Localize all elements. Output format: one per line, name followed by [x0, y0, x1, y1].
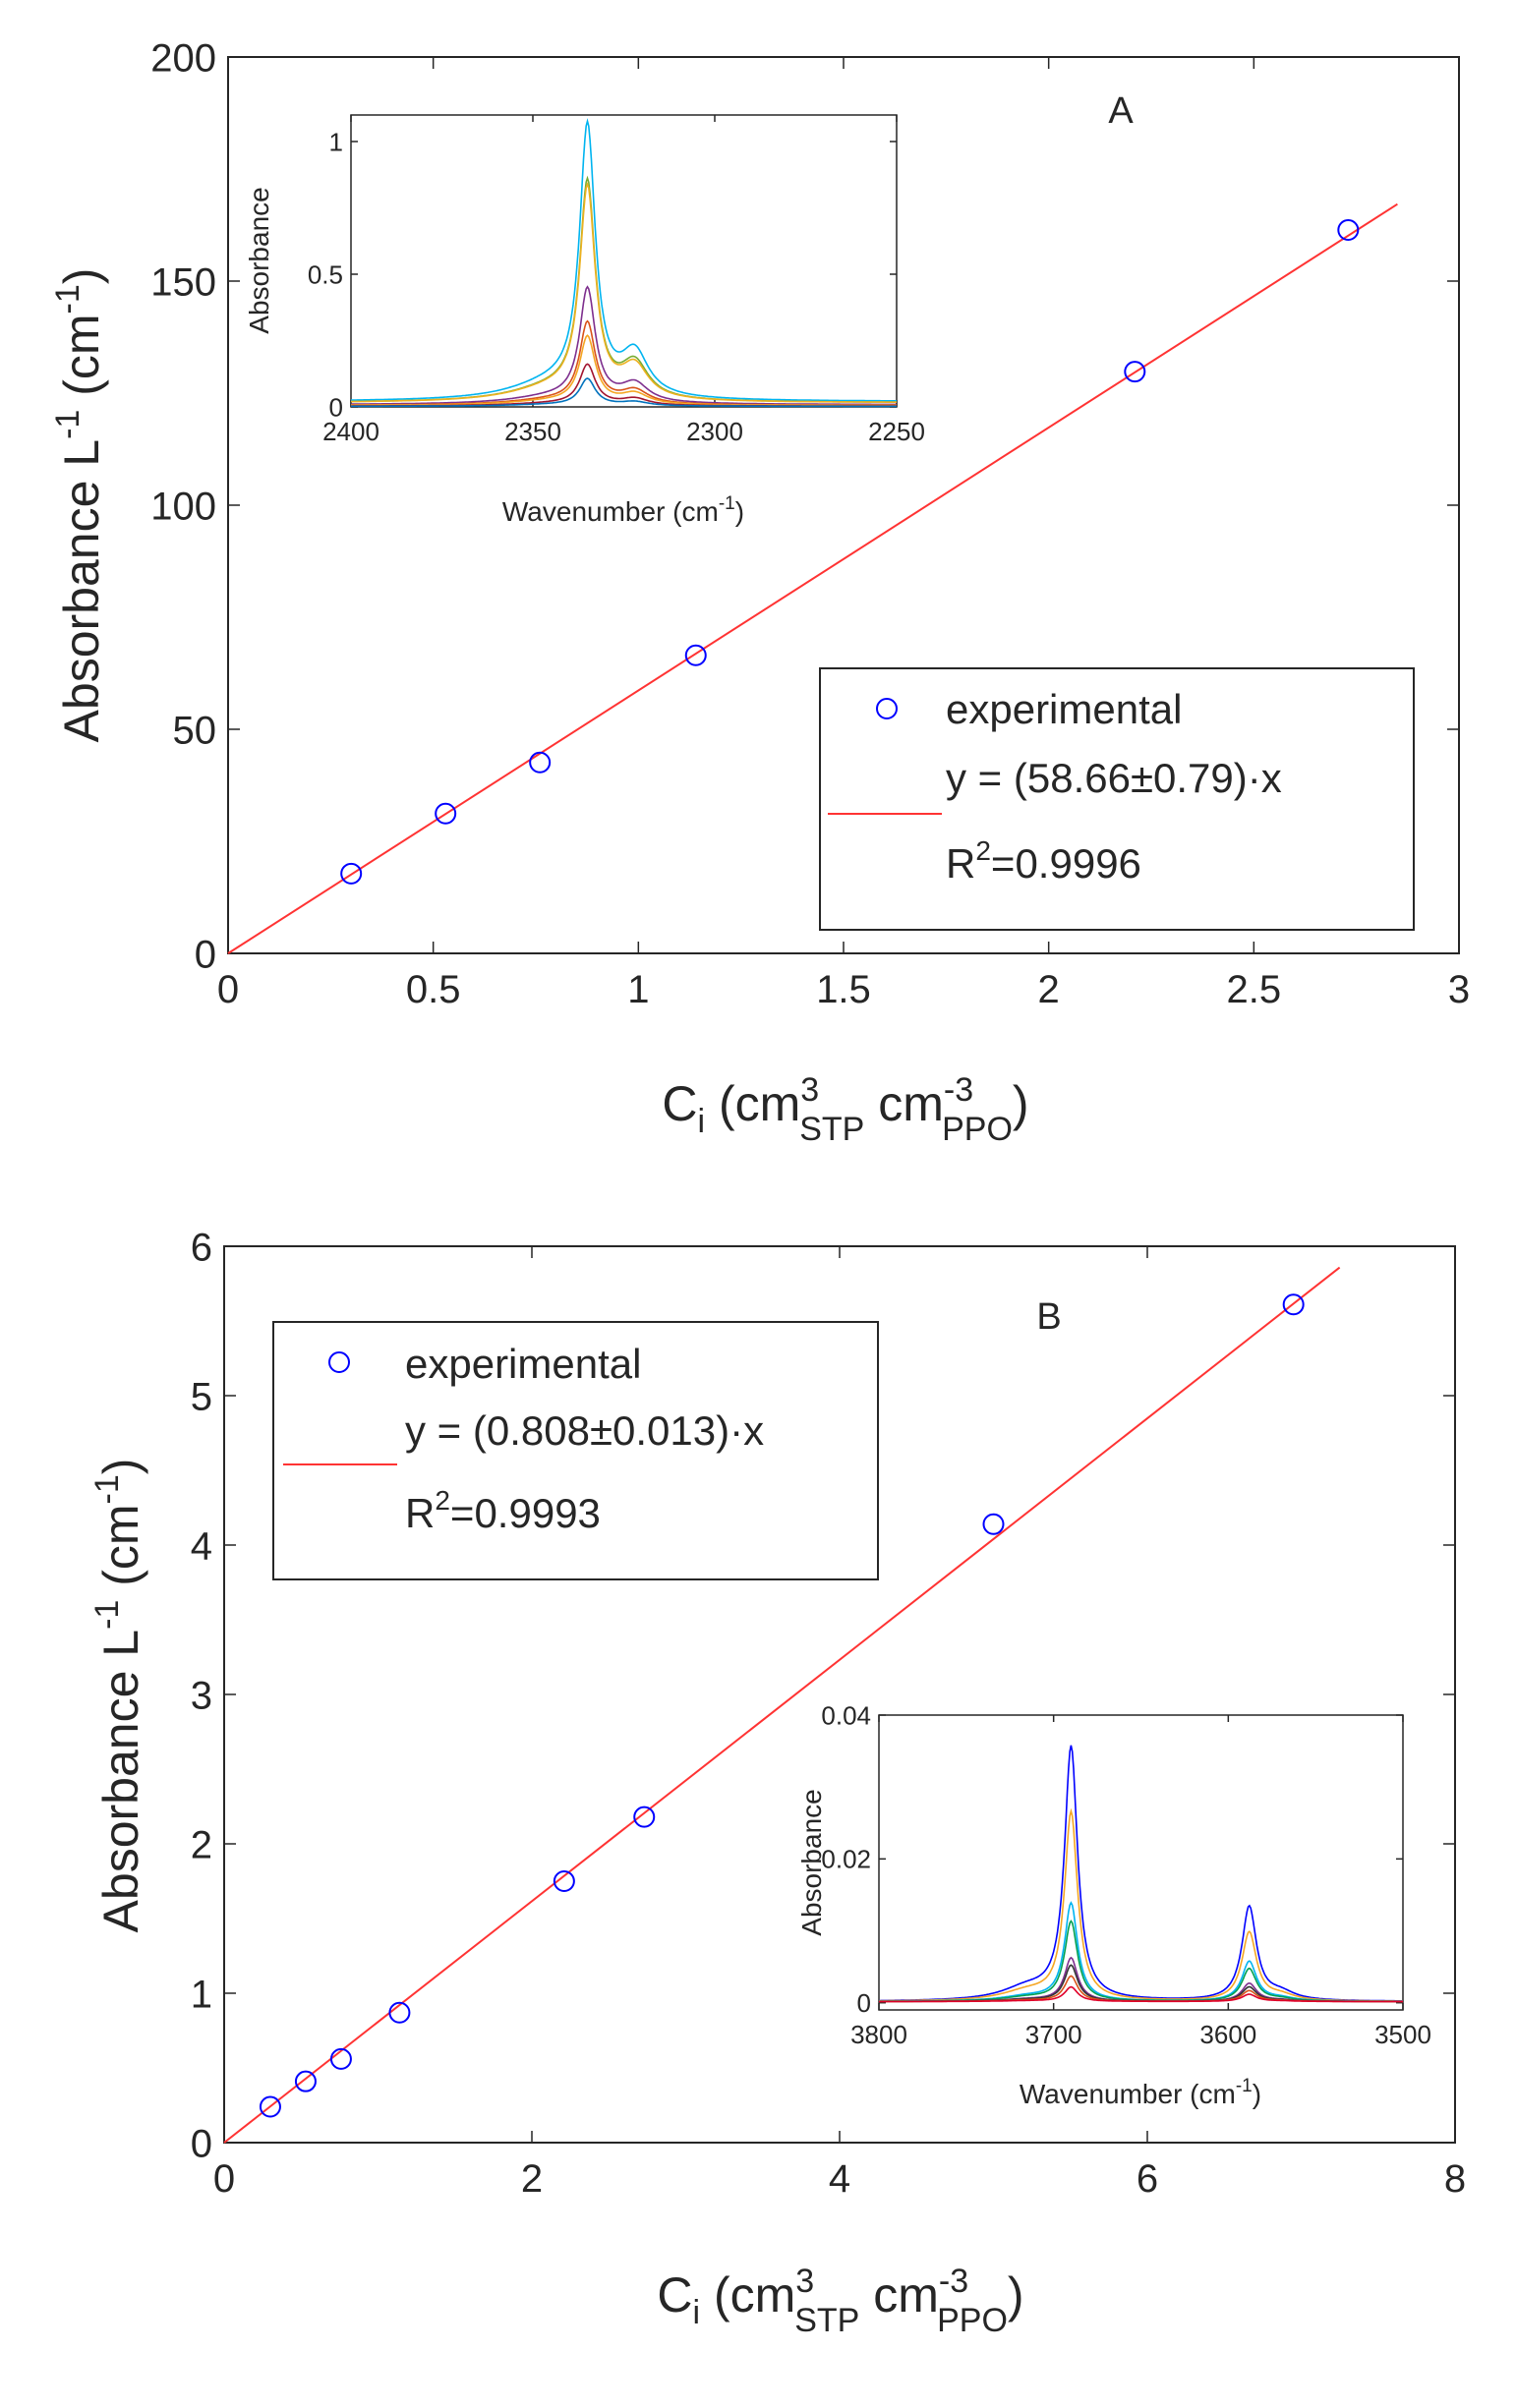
panel-a-x-tick-label: 1 — [627, 968, 649, 1011]
panel-b-inset-ticks: 3800 3700 3600 3500 0 0.02 0.04 — [821, 1700, 1431, 2049]
panel-b-inset-x-axis-label: Wavenumber (cm-1) — [1020, 2076, 1261, 2109]
panel-a-ticks: 0 0.5 1 1.5 2 2.5 3 0 50 100 150 200 — [150, 36, 1470, 1011]
panel-a-inset-x-tick-label: 2350 — [504, 417, 561, 446]
panel-b-legend: experimental y = (0.808±0.013)·x R2=0.99… — [272, 1321, 879, 1580]
panel-b-inset-x-tick-label: 3600 — [1199, 2020, 1256, 2049]
panel-b-x-axis-label: Ci (cm3 STP cm-3 PPO) — [657, 2263, 1023, 2339]
panel-a-y-tick-label: 150 — [150, 260, 216, 304]
panel-b-legend-fit-equation: y = (0.808±0.013)·x — [405, 1407, 764, 1454]
panel-a-legend-experimental: experimental — [946, 686, 1182, 732]
panel-a-y-axis-label: Absorbance L-1 (cm-1) — [49, 268, 109, 743]
panel-b-data-point — [259, 2095, 281, 2118]
panel-a-x-tick-label: 1.5 — [816, 968, 871, 1011]
panel-a-inset-spectra — [351, 118, 897, 408]
panel-b-data-point — [388, 2001, 411, 2024]
panel-b-inset-x-tick-label: 3500 — [1374, 2020, 1431, 2049]
panel-a-data-point — [435, 802, 457, 825]
panel-a-inset-y-tick-label: 1 — [329, 127, 343, 156]
panel-b-x-tick-label: 0 — [213, 2157, 235, 2201]
panel-a-x-tick-label: 0 — [217, 968, 239, 1011]
panel-b-x-tick-label: 4 — [829, 2157, 850, 2201]
panel-a-data-point — [684, 644, 707, 666]
panel-b-fit-line — [223, 1266, 1341, 2144]
panel-b-x-tick-label: 2 — [521, 2157, 543, 2201]
panel-b-fit-line-group — [223, 1266, 1341, 2144]
panel-b-y-axis-label: Absorbance L-1 (cm-1) — [88, 1459, 148, 1933]
panel-b-data-point — [982, 1513, 1005, 1535]
panel-b-y-tick-label: 0 — [191, 2122, 212, 2165]
panel-a-inset-y-tick-label: 0 — [329, 392, 343, 422]
panel-b-data-point — [633, 1806, 656, 1828]
panel-a-data-point — [529, 751, 552, 774]
panel-a-y-tick-label: 50 — [173, 709, 217, 752]
panel-a-legend-marker — [876, 698, 898, 719]
panel-a-legend-fit-equation: y = (58.66±0.79)·x — [946, 755, 1282, 801]
panel-a-legend-box — [819, 667, 1415, 931]
panel-a-inset-spectrum — [351, 118, 897, 402]
panel-a-inset-plot-area — [350, 114, 898, 408]
panel-b-inset-spectrum — [879, 1985, 1403, 2003]
panel-a-label: A — [1108, 90, 1134, 132]
panel-b-inset-y-tick-label: 0.02 — [821, 1845, 871, 1874]
panel-b-inset: 3800 3700 3600 3500 0 0.02 0.04 Wavenumber (cm… — [796, 1700, 1431, 2109]
panel-a-x-tick-label: 2.5 — [1227, 968, 1282, 1011]
panel-b-inset-x-tick-label: 3700 — [1025, 2020, 1082, 2049]
panel-a-inset-ticks: 2400 2350 2300 2250 0 0.5 1 — [308, 115, 925, 446]
panel-a-inset-spectrum — [351, 377, 897, 408]
panel-b: 0 2 4 6 8 0 1 2 3 4 5 6 B Ci (cm3 STP cm-3 PPO) Absor… — [88, 1226, 1466, 2339]
panel-b-inset-x-tick-label: 3800 — [850, 2020, 907, 2049]
panel-a-markers — [340, 219, 1360, 885]
panel-a-fit-line — [227, 202, 1398, 954]
panel-b-inset-spectrum — [879, 1745, 1403, 2002]
panel-b-legend-r2: R2=0.9993 — [405, 1485, 601, 1536]
panel-b-data-point — [329, 2047, 352, 2070]
panel-b-ticks: 0 2 4 6 8 0 1 2 3 4 5 6 — [191, 1226, 1466, 2201]
panel-a-inset-x-tick-label: 2400 — [322, 417, 379, 446]
panel-a-inset-y-axis-label: Absorbance — [244, 187, 274, 333]
panel-b-data-point — [553, 1870, 575, 1892]
panel-b-inset-plot-area — [878, 1714, 1404, 2011]
panel-b-inset-y-tick-label: 0.04 — [821, 1700, 871, 1730]
panel-b-y-tick-label: 6 — [191, 1226, 212, 1269]
panel-b-y-tick-label: 4 — [191, 1524, 212, 1568]
panel-a-x-tick-label: 3 — [1448, 968, 1470, 1011]
panel-b-legend-marker — [328, 1351, 350, 1373]
panel-a-y-tick-label: 100 — [150, 485, 216, 528]
panel-b-y-tick-label: 3 — [191, 1674, 212, 1717]
panel-a-data-point — [340, 862, 363, 885]
panel-b-x-tick-label: 8 — [1444, 2157, 1466, 2201]
panel-a-inset-y-tick-label: 0.5 — [308, 259, 343, 289]
panel-a-x-tick-label: 0.5 — [406, 968, 461, 1011]
panel-a-y-tick-label: 200 — [150, 36, 216, 80]
panel-b-y-tick-label: 2 — [191, 1823, 212, 1866]
panel-a: 0 0.5 1 1.5 2 2.5 3 0 50 100 150 200 A Ci (cm3 STP c… — [49, 36, 1470, 1148]
panel-b-data-point — [1282, 1293, 1305, 1316]
panel-a-inset-spectrum — [351, 181, 897, 403]
panel-a-data-point — [1124, 361, 1146, 383]
panel-b-inset-y-axis-label: Absorbance — [796, 1789, 827, 1935]
panel-a-x-axis-label: Ci (cm3 STP cm-3 PPO) — [662, 1071, 1028, 1148]
panel-b-legend-experimental: experimental — [405, 1341, 641, 1387]
panel-b-y-tick-label: 1 — [191, 1973, 212, 2016]
panel-b-inset-spectrum — [879, 1807, 1403, 2002]
panel-a-legend-r2: R2=0.9996 — [946, 835, 1141, 887]
panel-a-fit-line-group — [227, 202, 1398, 954]
panel-a-legend: experimental y = (58.66±0.79)·x R2=0.999… — [819, 667, 1415, 931]
panel-b-x-tick-label: 6 — [1137, 2157, 1158, 2201]
panel-b-markers — [259, 1293, 1305, 2118]
panel-b-label: B — [1036, 1296, 1061, 1338]
panel-a-inset-x-tick-label: 2300 — [686, 417, 743, 446]
panel-a-inset-x-tick-label: 2250 — [868, 417, 925, 446]
panel-a-data-point — [1337, 219, 1360, 242]
panel-a-y-tick-label: 0 — [195, 933, 216, 976]
panel-a-inset-x-axis-label: Wavenumber (cm-1) — [502, 493, 744, 527]
panel-b-data-point — [294, 2070, 317, 2093]
panel-b-legend-box — [272, 1321, 879, 1580]
panel-b-inset-y-tick-label: 0 — [857, 1988, 871, 2018]
panel-a-x-tick-label: 2 — [1038, 968, 1060, 1011]
panel-b-inset-spectra — [879, 1745, 1403, 2003]
panel-b-y-tick-label: 5 — [191, 1375, 212, 1418]
